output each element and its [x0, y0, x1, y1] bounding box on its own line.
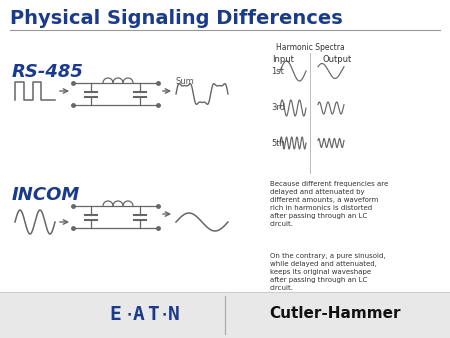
Text: A: A: [133, 305, 145, 323]
Bar: [0, 292, 450, 338]
Text: N: N: [168, 305, 180, 323]
Text: On the contrary, a pure sinusoid,
while delayed and attenuated,
keeps its origin: On the contrary, a pure sinusoid, while …: [270, 253, 386, 291]
Text: INCOM: INCOM: [12, 186, 80, 204]
Text: ⋅: ⋅: [162, 307, 166, 321]
Text: Sum: Sum: [176, 76, 195, 86]
Text: 3rd: 3rd: [271, 103, 285, 113]
Text: ⋅: ⋅: [126, 307, 131, 321]
Text: E: E: [109, 305, 121, 323]
Text: Physical Signaling Differences: Physical Signaling Differences: [10, 8, 343, 27]
Text: Harmonic Spectra: Harmonic Spectra: [275, 43, 344, 52]
Text: T: T: [147, 305, 159, 323]
Text: 5th: 5th: [271, 139, 285, 147]
Text: Cutler-Hammer: Cutler-Hammer: [269, 307, 401, 321]
Text: Input: Input: [272, 55, 294, 64]
Text: Because different frequencies are
delayed and attenuated by
different amounts, a: Because different frequencies are delaye…: [270, 181, 388, 227]
Text: RS-485: RS-485: [12, 63, 84, 81]
Text: Output: Output: [322, 55, 351, 64]
Text: 1st: 1st: [271, 67, 284, 75]
